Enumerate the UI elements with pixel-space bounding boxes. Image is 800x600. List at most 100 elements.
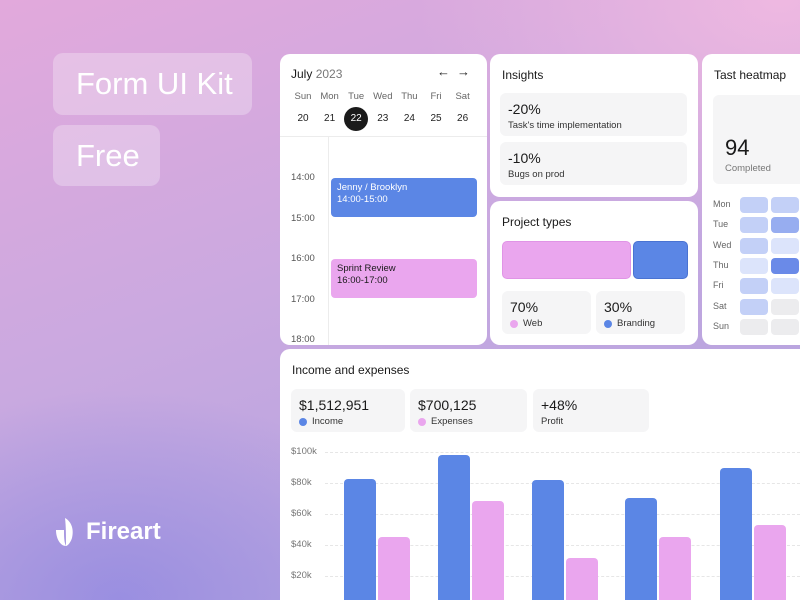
heatmap-title: Tast heatmap (714, 68, 787, 82)
weekday-label: Sat (455, 91, 470, 102)
heatmap-cell (740, 217, 768, 234)
brand-name: Fireart (86, 518, 161, 545)
project-share-bar (502, 241, 688, 279)
calendar-date[interactable]: 21 (324, 113, 336, 124)
stat-legend: Expenses (418, 416, 473, 427)
stat-label: Income (312, 416, 344, 427)
income-expenses-card: Income and expenses $1,512,951 Income $7… (280, 349, 800, 600)
completed-count: 94 (725, 135, 750, 160)
weekday-label: Mon (320, 91, 339, 102)
insight-tile: -10% Bugs on prod (500, 142, 687, 185)
bar-income (720, 467, 752, 600)
calendar-year: 2023 (315, 67, 343, 81)
stat-legend: Income (299, 416, 343, 427)
heatmap-cell (771, 298, 799, 315)
heatmap-day-label: Sun (713, 320, 730, 331)
heatmap-cell (771, 257, 799, 274)
project-type-legend: Web (510, 318, 542, 329)
heatmap-day-label: Mon (713, 199, 731, 209)
insight-value: -10% (508, 150, 541, 166)
weekday-label: Wed (373, 91, 393, 102)
stat-tile-profit: +48% Profit (533, 389, 649, 432)
project-share-segment (502, 241, 631, 279)
bar-income (625, 497, 657, 600)
calendar-date[interactable]: 20 (297, 113, 309, 124)
stat-value: $700,125 (418, 397, 477, 413)
project-type-value: 30% (604, 299, 633, 315)
event-jenny-brooklyn[interactable]: Jenny / Brooklyn 14:00-15:00 (331, 178, 477, 217)
income-expenses-title: Income and expenses (292, 363, 410, 377)
heatmap-card: Tast heatmap 94 Completed Mon Tue Wed Thu Fr… (702, 54, 800, 345)
income-dot-icon (299, 417, 307, 426)
calendar-time-divider (328, 137, 329, 345)
calendar-divider (280, 136, 487, 137)
heatmap-cell (740, 237, 768, 254)
weekday-label: Fri (430, 91, 442, 102)
insights-title: Insights (502, 68, 544, 82)
completed-label: Completed (725, 163, 771, 174)
web-dot-icon (510, 319, 518, 328)
completed-tile: 94 Completed (713, 95, 800, 184)
project-types-card: Project types 70% Web 30% Branding (490, 201, 698, 345)
insight-value: -20% (508, 101, 541, 117)
arrow-left-icon[interactable]: ← (437, 64, 450, 79)
calendar-date[interactable]: 23 (377, 113, 389, 124)
gridline (325, 452, 800, 453)
heatmap-cell (771, 197, 799, 213)
weekday-label: Sun (294, 91, 312, 102)
time-label: 16:00 (291, 253, 315, 264)
weekday-label: Thu (401, 91, 418, 102)
bar-expenses (659, 537, 691, 600)
event-time: 14:00-15:00 (337, 194, 388, 205)
y-axis-tick-label: $100k (291, 446, 317, 457)
heatmap-day-label: Thu (713, 259, 729, 270)
calendar-month-year: July 2023 (291, 67, 342, 81)
bar-expenses (472, 500, 504, 600)
bar-income (438, 455, 470, 600)
fireart-logo-icon (56, 518, 73, 546)
y-axis-tick-label: $40k (291, 539, 312, 550)
bar-income (344, 478, 376, 600)
heatmap-cell (740, 298, 768, 315)
y-axis-tick-label: $60k (291, 508, 312, 519)
free-badge: Free (53, 125, 160, 186)
event-sprint-review[interactable]: Sprint Review 16:00-17:00 (331, 259, 477, 298)
calendar-card: July 2023 ← → Sun Mon Tue Wed Thu Fri Sat 20 21… (280, 54, 487, 345)
calendar-date[interactable]: 26 (457, 113, 469, 124)
arrow-right-icon[interactable]: → (457, 64, 470, 79)
stat-tile-expenses: $700,125 Expenses (410, 389, 527, 432)
heatmap-day-label: Sat (713, 300, 727, 311)
insights-card: Insights -20% Task's time implementation… (490, 54, 698, 197)
calendar-date[interactable]: 22 (344, 107, 369, 131)
heatmap-cell (740, 197, 768, 213)
bar-expenses (754, 524, 786, 600)
time-label: 14:00 (291, 172, 315, 183)
stat-value: +48% (541, 397, 578, 413)
project-type-value: 70% (510, 299, 539, 315)
time-label: 18:00 (291, 334, 315, 345)
heatmap-cell (771, 278, 799, 295)
y-axis-tick-label: $80k (291, 477, 312, 488)
stat-value: $1,512,951 (299, 397, 370, 413)
calendar-date[interactable]: 25 (430, 113, 442, 124)
project-share-segment (632, 241, 688, 279)
insight-label: Task's time implementation (508, 120, 622, 131)
weekday-label: Tue (348, 91, 365, 102)
kit-title-badge: Form UI Kit (53, 53, 252, 115)
heatmap-cell (771, 237, 799, 254)
project-type-tile-branding: 30% Branding (596, 291, 685, 334)
stat-tile-income: $1,512,951 Income (291, 389, 405, 432)
kit-title: Form UI Kit (76, 66, 233, 101)
project-type-legend: Branding (604, 318, 655, 329)
time-label: 17:00 (291, 293, 315, 305)
calendar-month: July (291, 67, 313, 81)
stat-label: Expenses (431, 416, 473, 427)
calendar-date[interactable]: 24 (403, 113, 415, 124)
bar-expenses (378, 537, 410, 600)
heatmap-day-label: Tue (713, 219, 729, 230)
bar-expenses (566, 557, 598, 600)
heatmap-day-label: Wed (713, 239, 732, 250)
event-title: Jenny / Brooklyn (337, 182, 408, 193)
insight-label: Bugs on prod (508, 169, 565, 180)
expenses-dot-icon (418, 417, 426, 426)
